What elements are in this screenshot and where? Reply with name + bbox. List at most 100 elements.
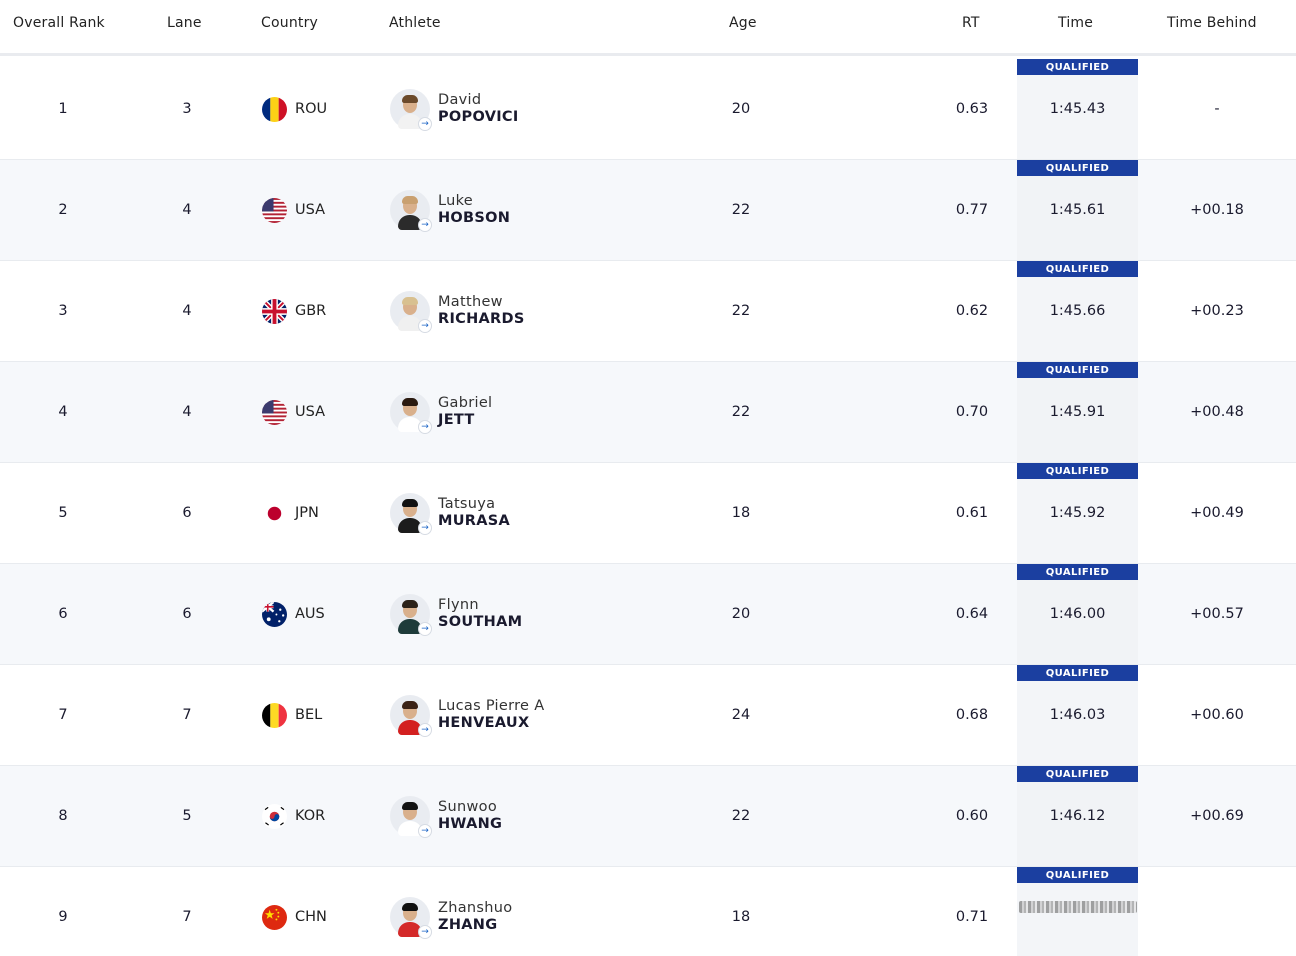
athlete-name[interactable]: Sunwoo HWANG [438, 799, 502, 833]
athlete-avatar[interactable]: → [390, 796, 432, 838]
athlete-avatar[interactable]: → [390, 897, 432, 939]
country-code: GBR [295, 303, 327, 319]
qualified-badge: QUALIFIED [1017, 564, 1138, 580]
athlete-name[interactable]: Gabriel JETT [438, 395, 492, 429]
country-code: KOR [295, 808, 326, 824]
avatar-hair [402, 802, 418, 810]
header-country[interactable]: Country [261, 15, 319, 31]
athlete-last-name: POPOVICI [438, 109, 519, 125]
overall-rank: 5 [58, 505, 68, 521]
avatar-body [398, 316, 422, 331]
time-cell: 1:45.66 [1017, 261, 1138, 361]
athlete-last-name: ZHANG [438, 917, 498, 933]
lane: 4 [182, 404, 192, 420]
overall-rank: 8 [58, 808, 68, 824]
country-code: JPN [295, 505, 319, 521]
time-value: 1:46.00 [1049, 606, 1106, 622]
qualified-badge: QUALIFIED [1017, 160, 1138, 176]
reaction-time: 0.60 [955, 808, 989, 824]
avatar-body [398, 417, 422, 432]
arrow-right-icon[interactable]: → [418, 723, 432, 737]
athlete-avatar[interactable]: → [390, 594, 432, 636]
athlete-name[interactable]: Zhanshuo ZHANG [438, 900, 512, 934]
athlete-first-name: Gabriel [438, 395, 493, 411]
table-row[interactable]: 2 4 USA → Luke HOBSON 22 0.77 1:45.61 QU… [0, 160, 1296, 261]
header-rt[interactable]: RT [962, 15, 980, 31]
athlete-name[interactable]: Lucas Pierre A HENVEAUX [438, 698, 544, 732]
overall-rank: 9 [58, 909, 68, 925]
athlete-name[interactable]: David POPOVICI [438, 92, 519, 126]
overall-rank: 1 [58, 101, 68, 117]
header-athlete[interactable]: Athlete [389, 15, 441, 31]
table-row[interactable]: 7 7 BEL → Lucas Pierre A HENVEAUX 24 0.6… [0, 665, 1296, 766]
athlete-cell[interactable]: → Sunwoo HWANG [390, 766, 690, 866]
athlete-cell[interactable]: → Gabriel JETT [390, 362, 690, 462]
table-row[interactable]: 3 4 GBR → Matthew RICHARDS 22 0.62 1:45.… [0, 261, 1296, 362]
qualified-badge: QUALIFIED [1017, 261, 1138, 277]
arrow-right-icon[interactable]: → [418, 521, 432, 535]
athlete-avatar[interactable]: → [390, 392, 432, 434]
reaction-time: 0.70 [955, 404, 989, 420]
time-cell: 1:45.91 [1017, 362, 1138, 462]
athlete-cell[interactable]: → Luke HOBSON [390, 160, 690, 260]
athlete-name[interactable]: Matthew RICHARDS [438, 294, 525, 328]
arrow-right-icon[interactable]: → [418, 824, 432, 838]
age: 22 [731, 303, 751, 319]
athlete-cell[interactable]: → David POPOVICI [390, 59, 690, 159]
athlete-avatar[interactable]: → [390, 695, 432, 737]
athlete-cell[interactable]: → Zhanshuo ZHANG [390, 867, 690, 956]
header-overall-rank[interactable]: Overall Rank [13, 15, 105, 31]
arrow-right-icon[interactable]: → [418, 622, 432, 636]
athlete-first-name: Luke [438, 193, 474, 209]
avatar-body [398, 619, 422, 634]
lane: 3 [182, 101, 192, 117]
avatar-hair [402, 297, 418, 305]
table-row[interactable]: 8 5 KOR → Sunwoo HWANG 22 0.60 1:46.12 Q… [0, 766, 1296, 867]
avatar-hair [402, 196, 418, 204]
time-cell: 1:45.92 [1017, 463, 1138, 563]
table-row[interactable]: 1 3 ROU → David POPOVICI 20 0.63 1:45.43… [0, 59, 1296, 160]
header-time[interactable]: Time [1058, 15, 1094, 31]
lane: 4 [182, 303, 192, 319]
usa-flag-icon [262, 399, 287, 425]
athlete-avatar[interactable]: → [390, 190, 432, 232]
header-age[interactable]: Age [729, 15, 757, 31]
header-time-behind[interactable]: Time Behind [1167, 15, 1257, 31]
athlete-name[interactable]: Tatsuya MURASA [438, 496, 510, 530]
athlete-avatar[interactable]: → [390, 89, 432, 131]
time-cell: 1:46.12 [1017, 766, 1138, 866]
athlete-cell[interactable]: → Tatsuya MURASA [390, 463, 690, 563]
table-row[interactable]: 4 4 USA → Gabriel JETT 22 0.70 1:45.91 Q… [0, 362, 1296, 463]
age: 20 [731, 101, 751, 117]
athlete-cell[interactable]: → Lucas Pierre A HENVEAUX [390, 665, 690, 765]
lane: 4 [182, 202, 192, 218]
time-value: 1:45.92 [1049, 505, 1106, 521]
australia-flag-icon [262, 601, 287, 627]
reaction-time: 0.68 [955, 707, 989, 723]
time-behind: +00.23 [1190, 303, 1244, 319]
athlete-cell[interactable]: → Matthew RICHARDS [390, 261, 690, 361]
arrow-right-icon[interactable]: → [418, 117, 432, 131]
arrow-right-icon[interactable]: → [418, 420, 432, 434]
athlete-avatar[interactable]: → [390, 493, 432, 535]
athlete-name[interactable]: Flynn SOUTHAM [438, 597, 522, 631]
country-cell: KOR [262, 766, 382, 866]
athlete-cell[interactable]: → Flynn SOUTHAM [390, 564, 690, 664]
country-code: AUS [295, 606, 325, 622]
table-row[interactable]: 5 6 JPN → Tatsuya MURASA 18 0.61 1:45.92… [0, 463, 1296, 564]
athlete-name[interactable]: Luke HOBSON [438, 193, 510, 227]
time-cell: 1:46.03 [1017, 665, 1138, 765]
arrow-right-icon[interactable]: → [418, 319, 432, 333]
country-code: ROU [295, 101, 328, 117]
qualified-badge: QUALIFIED [1017, 766, 1138, 782]
arrow-right-icon[interactable]: → [418, 218, 432, 232]
header-lane[interactable]: Lane [167, 15, 202, 31]
time-value: 1:45.61 [1049, 202, 1106, 218]
athlete-avatar[interactable]: → [390, 291, 432, 333]
qualified-badge: QUALIFIED [1017, 665, 1138, 681]
table-row[interactable]: 6 6 AUS → Flynn SOUTHAM 20 0.64 1:46.00 … [0, 564, 1296, 665]
table-row[interactable]: 9 7 CHN → Zhanshuo ZHANG 18 0.71 QUALIFI… [0, 867, 1296, 956]
time-cell: 1:45.43 [1017, 59, 1138, 159]
arrow-right-icon[interactable]: → [418, 925, 432, 939]
time-value: 1:45.66 [1049, 303, 1106, 319]
